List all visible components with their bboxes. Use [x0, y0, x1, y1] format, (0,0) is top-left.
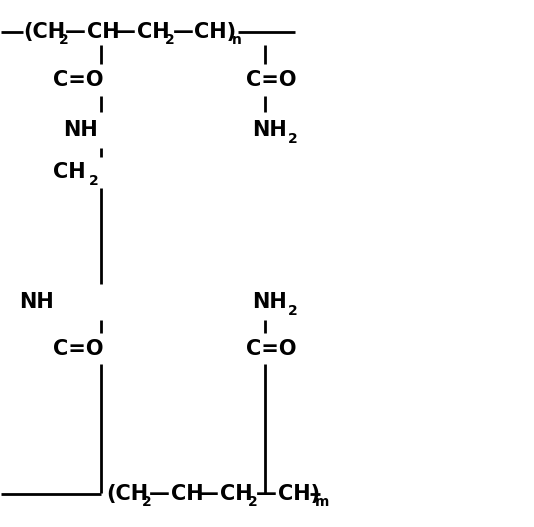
Text: CH: CH: [220, 484, 253, 504]
Text: NH: NH: [19, 292, 54, 312]
Text: —: —: [172, 22, 193, 42]
Text: NH: NH: [252, 292, 287, 312]
Text: CH: CH: [170, 484, 203, 504]
Text: (CH: (CH: [106, 484, 148, 504]
Text: 2: 2: [288, 304, 297, 318]
Text: m: m: [315, 495, 329, 509]
Text: 2: 2: [248, 495, 258, 509]
Text: 2: 2: [89, 174, 99, 189]
Text: —: —: [65, 22, 86, 42]
Text: 2: 2: [164, 33, 174, 47]
Text: C=O: C=O: [53, 70, 104, 90]
Text: CH: CH: [87, 22, 120, 42]
Text: CH): CH): [278, 484, 320, 504]
Text: 2: 2: [59, 33, 69, 47]
Text: C=O: C=O: [246, 338, 296, 358]
Text: —: —: [198, 484, 219, 504]
Text: C=O: C=O: [53, 338, 104, 358]
Text: —: —: [256, 484, 277, 504]
Text: NH: NH: [63, 120, 98, 140]
Text: —: —: [115, 22, 136, 42]
Text: 2: 2: [288, 132, 297, 145]
Text: CH: CH: [137, 22, 169, 42]
Text: CH): CH): [194, 22, 237, 42]
Text: —: —: [148, 484, 169, 504]
Text: NH: NH: [252, 120, 287, 140]
Text: n: n: [232, 33, 242, 47]
Text: C=O: C=O: [246, 70, 296, 90]
Text: (CH: (CH: [23, 22, 65, 42]
Text: 2: 2: [142, 495, 152, 509]
Text: CH: CH: [53, 162, 86, 182]
